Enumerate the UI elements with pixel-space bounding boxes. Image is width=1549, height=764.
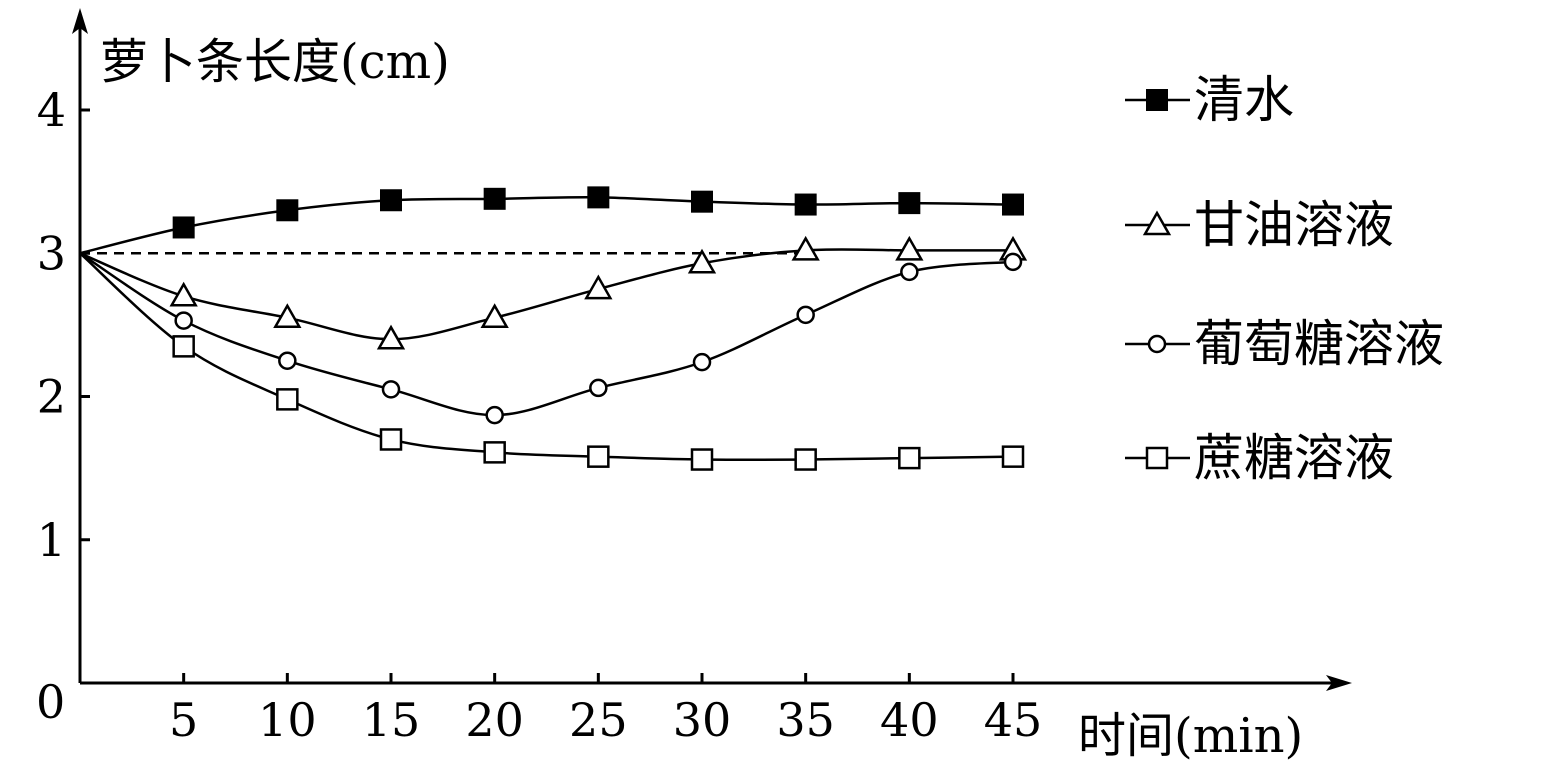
y-axis-title: 萝卜条长度(cm) [100,34,450,90]
data-point [485,405,504,425]
data-point [381,380,401,399]
series-2 [79,235,1028,350]
data-point [172,335,195,358]
y-tick-label: 2 [37,370,66,424]
data-point [278,351,297,370]
series-line [79,252,1014,462]
data-point [376,324,406,350]
legend-label: 甘油溶液 [1194,196,1394,254]
legend-label: 蔗糖溶液 [1194,429,1394,487]
legend-label: 葡萄糖溶液 [1194,315,1444,373]
x-tick-label: 30 [673,693,732,747]
data-point [276,388,299,411]
x-tick-label: 45 [984,693,1043,747]
data-point [589,378,608,398]
series-line [79,196,1014,255]
data-point [1003,252,1023,272]
legend-item: 清水 [1125,71,1294,129]
x-tick-label: 25 [569,693,628,747]
data-point [174,311,193,330]
series-4 [79,252,1025,471]
data-point [584,274,613,300]
legend-marker [1147,334,1167,354]
series-1 [79,186,1024,255]
legend-label: 清水 [1194,71,1294,129]
data-point [791,235,820,261]
data-point [483,187,506,210]
y-tick-label: 4 [37,83,66,137]
data-point [483,441,506,464]
x-tick-label: 40 [880,693,939,747]
data-point [692,352,712,372]
data-point [1002,193,1024,216]
x-tick-label: 35 [776,693,835,747]
legend-item: 葡萄糖溶液 [1125,315,1444,373]
series-line [79,252,1014,417]
data-point [690,448,714,471]
data-point [895,235,924,261]
legend-marker [1142,210,1172,236]
data-point [796,305,815,325]
origin-label: 0 [36,675,65,729]
legend-marker [1146,89,1168,111]
data-point [898,192,921,215]
series-3 [79,252,1023,425]
x-tick-label: 10 [258,693,317,747]
x-tick-label: 5 [169,693,198,747]
x-tick-label: 15 [362,693,421,747]
data-point [379,428,403,451]
data-point [898,446,921,470]
data-point [794,448,817,471]
x-axis-title: 时间(min) [1078,708,1303,764]
data-point [691,190,713,213]
data-point [169,281,198,307]
series-line [79,248,1013,341]
data-point [687,248,717,274]
tick-layer: 5 10 15 20 25 30 35 40 45 1 2 3 4 [37,83,1043,747]
data-point [480,303,509,328]
series-layer [79,186,1028,471]
data-point [380,189,402,212]
legend-item: 甘油溶液 [1125,196,1394,254]
y-axis-arrow [72,8,88,34]
data-point [794,193,817,216]
legend-item: 蔗糖溶液 [1125,429,1394,487]
legend-marker [1145,446,1169,470]
y-tick-label: 1 [37,513,66,567]
data-point [1001,445,1025,468]
x-axis-arrow [1326,675,1352,691]
data-point [273,303,302,328]
data-point [587,445,610,468]
data-point [172,216,195,239]
x-tick-label: 20 [465,693,524,747]
data-point [900,262,919,282]
y-tick-label: 3 [37,226,66,280]
data-point [276,199,299,222]
data-point [587,186,610,209]
